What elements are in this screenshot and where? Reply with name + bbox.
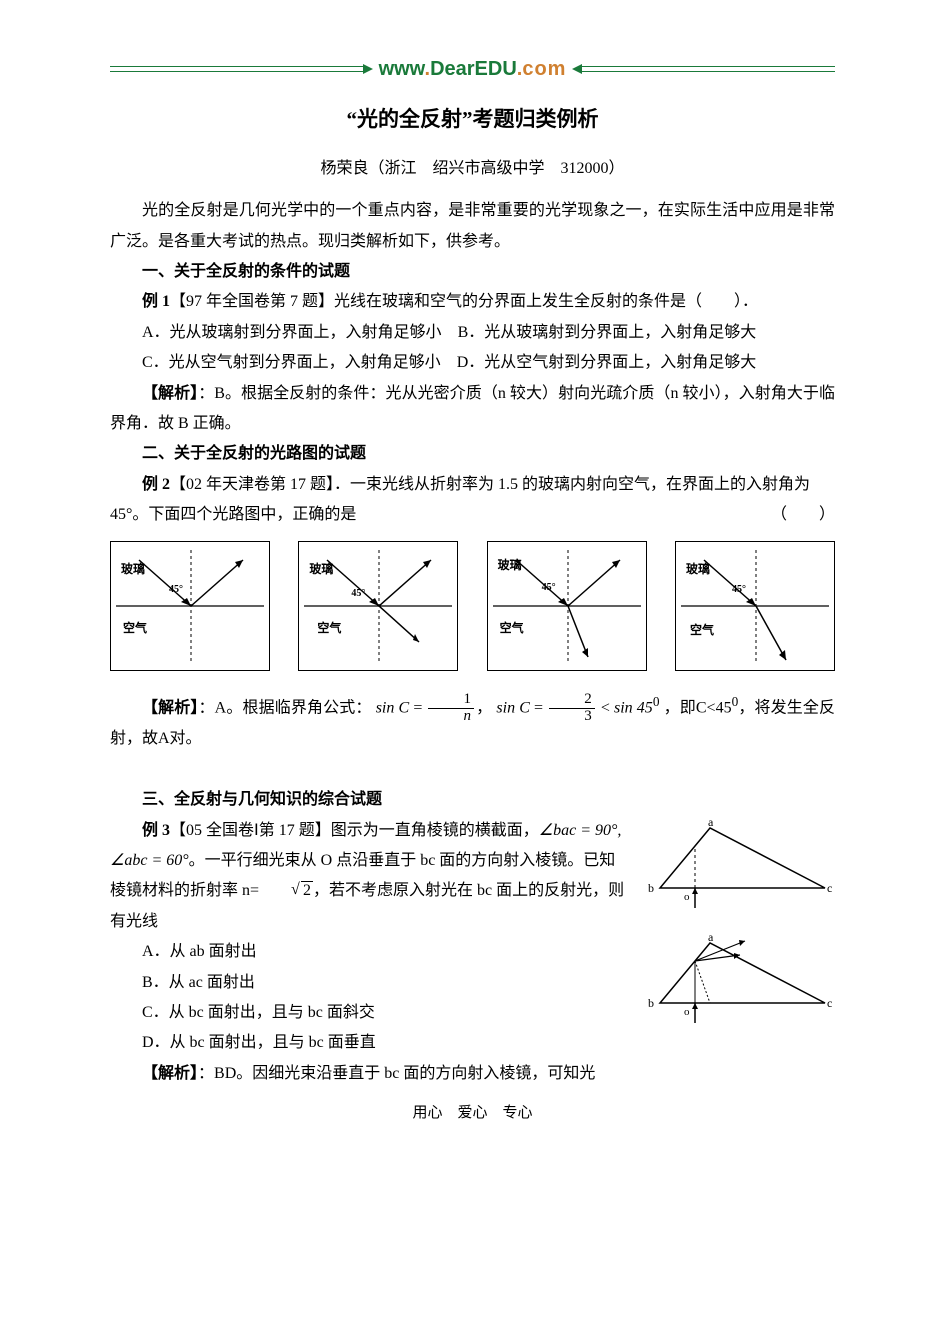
- header-arrow-left: [363, 64, 373, 74]
- example1-source: 【97 年全国卷第 7 题】: [170, 293, 334, 310]
- diagram-b-glass-label: 玻璃: [309, 558, 333, 581]
- diagram-b-angle: 45°: [351, 584, 365, 603]
- analysis3-text: ：BD。因细光束沿垂直于 bc 面的方向射入棱镜，可知光: [198, 1065, 595, 1082]
- example2-source: 【02 年天津卷第 17 题】．: [170, 476, 350, 493]
- diagram-b-air-label: 空气: [317, 617, 341, 640]
- diagram-d: 玻璃 空气 45°: [675, 541, 835, 671]
- example3-q1: 图示为一直角棱镜的横截面，: [331, 822, 539, 839]
- frac2-num: 2: [549, 692, 595, 708]
- section2-heading: 二、关于全反射的光路图的试题: [110, 439, 835, 469]
- formula-deg1: 0: [653, 694, 660, 709]
- example1-options-row2: C．光从空气射到分界面上，入射角足够小 D．光从空气射到分界面上，入射角足够大: [110, 348, 835, 378]
- example1-options-row1: A．光从玻璃射到分界面上，入射角足够小 B．光从玻璃射到分界面上，入射角足够大: [110, 318, 835, 348]
- formula-frac2: 2 3: [549, 692, 595, 725]
- example2-label: 例 2: [142, 476, 170, 493]
- example1-question: 光线在玻璃和空气的分界面上发生全反射的条件是（ ）．: [334, 293, 758, 310]
- formula-eq2: =: [534, 699, 543, 716]
- author-line: 杨荣良（浙江 绍兴市高级中学 312000）: [110, 154, 835, 184]
- example2-line: 例 2【02 年天津卷第 17 题】．一束光线从折射率为 1.5 的玻璃内射向空…: [110, 470, 835, 531]
- diagram-a-angle: 45°: [169, 580, 183, 599]
- frac2-den: 3: [549, 709, 595, 725]
- example1-option-b: B．光从玻璃射到分界面上，入射角足够大: [458, 324, 757, 341]
- prism-figure-1: a b c o: [640, 816, 835, 911]
- fig1-label-a: a: [708, 816, 714, 829]
- example3-analysis: 【解析】：BD。因细光束沿垂直于 bc 面的方向射入棱镜，可知光: [110, 1059, 835, 1089]
- example2-diagrams: 玻璃 空气 45° 玻璃 空气 45° 玻璃 空气 45°: [110, 541, 835, 671]
- example2-analysis: 【解析】：A。根据临界角公式： sin C = 1 n ， sin C = 2 …: [110, 689, 835, 755]
- example1-option-d: D．光从空气射到分界面上，入射角足够大: [457, 354, 757, 371]
- diagram-c-glass-label: 玻璃: [498, 554, 522, 577]
- formula-sinc-2: sin C: [496, 699, 529, 716]
- analysis1-label: 【解析】: [142, 385, 198, 402]
- analysis1-text: ：B。根据全反射的条件：光从光密介质（n 较大）射向光疏介质（n 较小），入射角…: [110, 385, 835, 432]
- diagram-d-air-label: 空气: [690, 619, 714, 642]
- example1-line: 例 1【97 年全国卷第 7 题】光线在玻璃和空气的分界面上发生全反射的条件是（…: [110, 287, 835, 317]
- section3-heading: 三、全反射与几何知识的综合试题: [110, 785, 835, 815]
- diagram-c: 玻璃 空气 45°: [487, 541, 647, 671]
- diagram-a-air-label: 空气: [123, 617, 147, 640]
- example3-source: 【05 全国卷Ⅰ第 17 题】: [170, 822, 331, 839]
- diagram-d-glass-label: 玻璃: [686, 558, 710, 581]
- logo-com: com: [522, 58, 566, 80]
- diagram-d-angle: 45°: [732, 580, 746, 599]
- sqrt2: 2: [259, 876, 313, 906]
- example1-option-c: C．光从空气射到分界面上，入射角足够小: [142, 354, 441, 371]
- intro-paragraph: 光的全反射是几何光学中的一个重点内容，是非常重要的光学现象之一，在实际生活中应用…: [110, 196, 835, 257]
- section1-heading: 一、关于全反射的条件的试题: [110, 257, 835, 287]
- diagram-a-glass-label: 玻璃: [121, 558, 145, 581]
- analysis2-post1: ，即C<45: [664, 699, 732, 716]
- analysis2-label: 【解析】: [142, 699, 199, 716]
- example2-blank: （ ）: [739, 500, 835, 530]
- prism-figure-2: a b c o: [640, 931, 835, 1031]
- fig1-label-o: o: [684, 891, 690, 903]
- diagram-b: 玻璃 空气 45°: [298, 541, 458, 671]
- diagram-c-air-label: 空气: [500, 617, 524, 640]
- fig1-label-c: c: [827, 881, 832, 895]
- frac1-den: n: [428, 709, 474, 725]
- fig2-label-a: a: [708, 931, 714, 944]
- fig2-label-o: o: [684, 1006, 690, 1018]
- formula-comma: ，: [476, 699, 492, 716]
- formula-sin45: sin 45: [614, 699, 653, 716]
- page-title: “光的全反射”考题归类例析: [110, 100, 835, 140]
- fig1-label-b: b: [648, 881, 654, 895]
- formula-sinc-1: sin C: [376, 699, 409, 716]
- logo-name: DearEDU: [430, 58, 517, 80]
- header-bar: www.DearEDU.com: [110, 50, 835, 88]
- analysis2-pre: ：A。根据临界角公式：: [199, 699, 372, 716]
- frac1-num: 1: [428, 692, 474, 708]
- sqrt2-radicand: 2: [301, 881, 313, 899]
- fig2-label-b: b: [648, 996, 654, 1010]
- header-rule-right: [581, 66, 835, 72]
- example3-label: 例 3: [142, 822, 170, 839]
- example1-analysis: 【解析】：B。根据全反射的条件：光从光密介质（n 较大）射向光疏介质（n 较小）…: [110, 379, 835, 440]
- page-footer: 用心 爱心 专心: [110, 1099, 835, 1128]
- formula-frac1: 1 n: [428, 692, 474, 725]
- analysis3-label: 【解析】: [142, 1065, 198, 1082]
- site-logo: www.DearEDU.com: [373, 50, 573, 88]
- diagram-c-angle: 45°: [542, 578, 556, 597]
- header-rule-left: [110, 66, 364, 72]
- example3-figures: a b c o a b c o: [640, 816, 835, 1051]
- example1-option-a: A．光从玻璃射到分界面上，入射角足够小: [142, 324, 442, 341]
- formula-lt: <: [601, 699, 610, 716]
- example1-label: 例 1: [142, 293, 170, 310]
- logo-www: www: [379, 58, 425, 80]
- diagram-a: 玻璃 空气 45°: [110, 541, 270, 671]
- formula-eq1: =: [413, 699, 422, 716]
- fig2-label-c: c: [827, 996, 832, 1010]
